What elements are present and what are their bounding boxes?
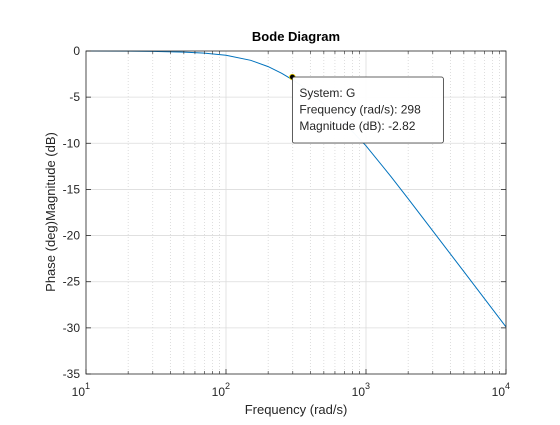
x-tick-label-exponent: 4 bbox=[505, 381, 510, 391]
x-tick-label-base: 10 bbox=[72, 385, 86, 399]
x-tick-label-exponent: 1 bbox=[85, 381, 90, 391]
chart-title: Bode Diagram bbox=[252, 29, 340, 44]
datatip-line: Frequency (rad/s): 298 bbox=[299, 103, 421, 117]
y-tick-label: 0 bbox=[73, 44, 80, 58]
y-tick-label: -35 bbox=[63, 367, 81, 381]
y-axis-label: Phase (deg)Magnitude (dB) bbox=[43, 132, 58, 292]
datatip[interactable]: System: G Frequency (rad/s): 298 Magnitude… bbox=[290, 74, 444, 143]
x-tick-label-exponent: 2 bbox=[225, 381, 230, 391]
y-tick-label: -5 bbox=[69, 90, 80, 104]
x-tick-label-base: 10 bbox=[492, 385, 506, 399]
x-axis-label: Frequency (rad/s) bbox=[245, 402, 348, 417]
y-tick-label: -30 bbox=[63, 321, 81, 335]
y-tick-label: -20 bbox=[63, 229, 81, 243]
y-tick-label: -15 bbox=[63, 182, 81, 196]
y-tick-label: -10 bbox=[63, 136, 81, 150]
x-tick-label-exponent: 3 bbox=[365, 381, 370, 391]
datatip-line: Magnitude (dB): -2.82 bbox=[299, 119, 415, 133]
x-tick-label-base: 10 bbox=[352, 385, 366, 399]
x-tick-label-base: 10 bbox=[212, 385, 226, 399]
y-tick-label: -25 bbox=[63, 275, 81, 289]
datatip-line: System: G bbox=[299, 86, 355, 100]
